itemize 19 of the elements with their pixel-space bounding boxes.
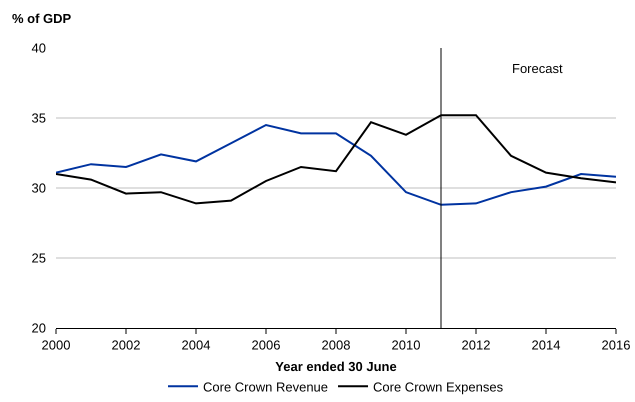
x-tick-label: 2004 — [182, 338, 210, 353]
x-tick-label: 2010 — [392, 338, 420, 353]
annotation: Forecast — [512, 61, 563, 76]
x-tick-label: 2000 — [42, 338, 70, 353]
y-tick-label: 40 — [32, 40, 46, 56]
x-axis-title: Year ended 30 June — [275, 359, 397, 374]
legend-label: Core Crown Revenue — [203, 379, 328, 394]
y-axis-title: % of GDP — [12, 11, 72, 26]
x-tick-label: 2008 — [322, 338, 350, 353]
x-tick-label: 2016 — [602, 338, 630, 353]
x-tick-label: 2006 — [252, 338, 280, 353]
y-tick-label: 25 — [32, 250, 46, 266]
legend-label: Core Crown Expenses — [373, 379, 504, 394]
y-tick-label: 20 — [32, 320, 46, 336]
y-tick-label: 30 — [32, 180, 46, 196]
x-tick-label: 2012 — [462, 338, 490, 353]
x-tick-label: 2002 — [112, 338, 140, 353]
y-tick-label: 35 — [32, 110, 46, 126]
x-tick-label: 2014 — [532, 338, 560, 353]
